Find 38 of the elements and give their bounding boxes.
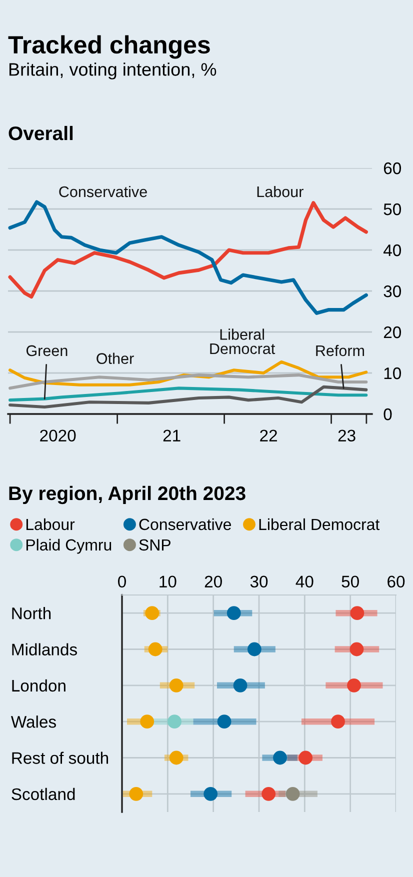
legend-label: Liberal Democrat: [259, 518, 380, 530]
x-tick-label: 50: [342, 576, 359, 588]
y-tick-label: 50: [384, 203, 401, 216]
y-tick-label: Wales: [10, 716, 56, 728]
x-tick-label: 20: [204, 576, 222, 588]
y-tick-label: Scotland: [12, 788, 75, 800]
y-tick-label: 0: [384, 408, 392, 420]
legend-label: Conservative: [139, 518, 231, 530]
legend-label: Plaid Cymru: [26, 538, 112, 554]
y-tick-label: 30: [384, 285, 401, 298]
text: Overall: [8, 126, 73, 140]
series-label: Conservative: [59, 186, 147, 198]
x-tick-label: 2020: [40, 430, 76, 442]
x-tick-label: 30: [250, 576, 268, 588]
y-tick-label: 20: [384, 326, 401, 338]
x-tick-label: 21: [163, 430, 180, 442]
chart-title: Tracked changes: [8, 35, 210, 59]
x-tick-label: 0: [118, 576, 126, 588]
y-tick-label: 60: [384, 162, 401, 174]
x-tick-label: 10: [160, 576, 176, 588]
series-label: Labour: [257, 186, 304, 198]
text: Green: [26, 345, 68, 356]
series-label: Other: [96, 352, 134, 364]
y-tick-label: London: [12, 679, 66, 692]
chart-subtitle: Britain, voting intention, %: [9, 62, 216, 80]
y-tick-label: Rest of south: [12, 752, 108, 764]
series-label: Liberal Democrat: [210, 328, 276, 354]
text: Reform: [316, 344, 364, 356]
x-tick-label: 23: [338, 430, 356, 442]
y-tick-label: Midlands: [12, 643, 77, 656]
x-tick-label: 40: [296, 576, 314, 588]
chart-title: By region, April 20th 2023: [9, 486, 246, 504]
y-tick-label: 10: [384, 367, 401, 380]
legend-label: Labour: [26, 518, 75, 530]
legend-label: SNP: [139, 539, 170, 551]
y-tick-label: 40: [383, 244, 401, 256]
y-tick-label: North: [12, 607, 51, 620]
x-tick-label: 22: [260, 430, 277, 442]
